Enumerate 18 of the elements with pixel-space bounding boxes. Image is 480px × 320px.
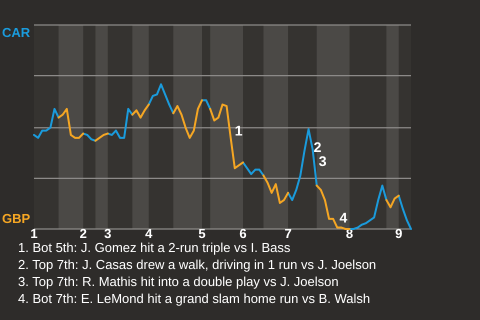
text: CAR <box>2 25 31 40</box>
annotation: 3 <box>318 153 327 170</box>
text: 1. Bot 5th: J. Gomez hit a 2-run triple vs I. Bass <box>18 240 291 255</box>
x-tick-label: 2 <box>80 226 87 241</box>
x-tick-label: 7 <box>284 226 292 241</box>
text: GBP <box>2 211 30 226</box>
annotation: 4 <box>339 209 348 226</box>
annotation: 2 <box>314 138 322 155</box>
text: 3. Top 7th: R. Mathis hit into a double play vs J. Joelson <box>18 274 339 289</box>
x-tick-label: 5 <box>198 226 206 241</box>
annotation: 1 <box>234 122 243 139</box>
text: 4. Bot 7th: E. LeMond hit a grand slam home run vs B. Walsh <box>18 291 370 306</box>
x-tick-label: 1 <box>30 226 38 241</box>
x-tick-label: 4 <box>145 226 154 241</box>
text: 2. Top 7th: J. Casas drew a walk, driving in 1 run vs J. Joelson <box>18 257 376 272</box>
x-tick-label: 9 <box>395 226 402 241</box>
x-tick-label: 3 <box>104 226 112 241</box>
x-tick-label: 6 <box>239 226 247 241</box>
